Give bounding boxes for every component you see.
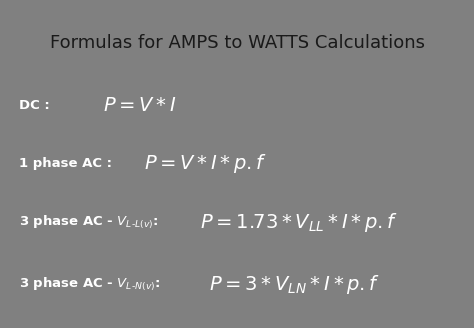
Text: 1 phase AC :: 1 phase AC : [19,157,117,171]
Text: 3 phase AC - $V_{L\text{-}L(v)}$:: 3 phase AC - $V_{L\text{-}L(v)}$: [19,214,160,231]
Text: $P = 1.73 * V_{LL} * I * p.f$: $P = 1.73 * V_{LL} * I * p.f$ [200,211,398,234]
Text: $P = 3 * V_{LN} * I * p.f$: $P = 3 * V_{LN} * I * p.f$ [209,273,381,296]
Text: $P = V * I$: $P = V * I$ [102,96,176,115]
Text: 3 phase AC - $V_{L\text{-}N(v)}$:: 3 phase AC - $V_{L\text{-}N(v)}$: [19,276,162,293]
Text: DC :: DC : [19,99,55,112]
Text: Formulas for AMPS to WATTS Calculations: Formulas for AMPS to WATTS Calculations [49,34,425,52]
Text: $P = V * I * p.f$: $P = V * I * p.f$ [144,153,267,175]
